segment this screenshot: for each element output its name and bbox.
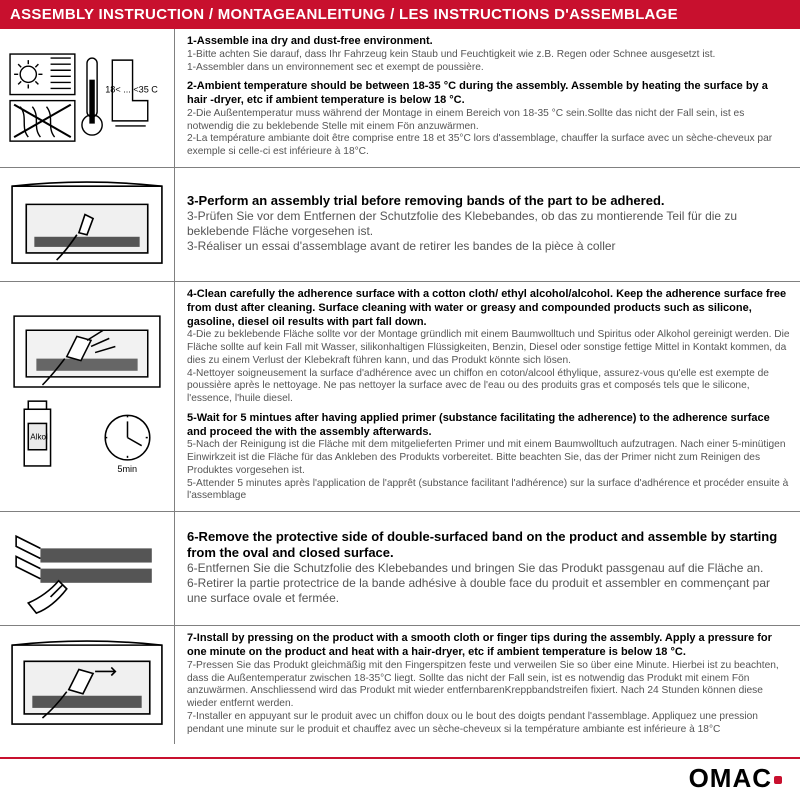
row-5-text: 7-Install by pressing on the product wit… xyxy=(175,626,800,744)
step4-fr: 4-Nettoyer soigneusement la surface d'ad… xyxy=(187,368,790,406)
footer: OMAC xyxy=(0,757,800,800)
illustration-environment: 18< ... <35 C xyxy=(0,29,175,167)
step5-fr: 5-Attender 5 minutes après l'application… xyxy=(187,478,790,504)
document-header: ASSEMBLY INSTRUCTION / MONTAGEANLEITUNG … xyxy=(0,0,800,29)
step2-fr: 2-La température ambiante doit être comp… xyxy=(187,133,790,159)
illustration-press-install xyxy=(0,626,175,744)
step7-de: 7-Pressen Sie das Produkt gleichmäßig mi… xyxy=(187,660,790,711)
illustration-remove-tape xyxy=(0,512,175,625)
row-2-text: 3-Perform an assembly trial before remov… xyxy=(175,168,800,281)
row-4-text: 6-Remove the protective side of double-s… xyxy=(175,512,800,625)
illustration-clean-primer: Alkol 5min xyxy=(0,282,175,511)
step3-de: 3-Prüfen Sie vor dem Entfernen der Schut… xyxy=(187,209,790,239)
step3-fr: 3-Réaliser un essai d'assemblage avant d… xyxy=(187,239,790,254)
row-4: 6-Remove the protective side of double-s… xyxy=(0,512,800,626)
row-1: 18< ... <35 C 1-Assemble ina dry and dus… xyxy=(0,29,800,168)
row-3-text: 4-Clean carefully the adherence surface … xyxy=(175,282,800,511)
brand-dot-icon xyxy=(774,776,782,784)
step2-bold: 2-Ambient temperature should be between … xyxy=(187,80,790,108)
step5-de: 5-Nach der Reinigung ist die Fläche mit … xyxy=(187,439,790,477)
instruction-rows: 18< ... <35 C 1-Assemble ina dry and dus… xyxy=(0,29,800,757)
step6-de: 6-Entfernen Sie die Schutzfolie des Kleb… xyxy=(187,561,790,576)
row-1-text: 1-Assemble ina dry and dust-free environ… xyxy=(175,29,800,167)
step7-bold: 7-Install by pressing on the product wit… xyxy=(187,632,790,660)
step4-bold: 4-Clean carefully the adherence surface … xyxy=(187,288,790,329)
illustration-trial-fit xyxy=(0,168,175,281)
row-3: Alkol 5min 4-Clean carefully the adheren… xyxy=(0,282,800,512)
brand-logo: OMAC xyxy=(689,763,782,794)
step6-bold: 6-Remove the protective side of double-s… xyxy=(187,529,790,562)
step3-bold: 3-Perform an assembly trial before remov… xyxy=(187,193,790,209)
step7-fr: 7-Installer en appuyant sur le produit a… xyxy=(187,711,790,737)
alkol-label: Alkol xyxy=(30,433,48,442)
step4-de: 4-Die zu beklebende Fläche sollte vor de… xyxy=(187,329,790,367)
temp-range-text: 18< ... <35 C xyxy=(105,84,158,94)
step1-bold: 1-Assemble ina dry and dust-free environ… xyxy=(187,35,790,49)
step2-de: 2-Die Außentemperatur muss während der M… xyxy=(187,108,790,134)
step6-fr: 6-Retirer la partie protectrice de la ba… xyxy=(187,576,790,606)
step1-fr: 1-Assembler dans un environnement sec et… xyxy=(187,62,790,75)
row-5: 7-Install by pressing on the product wit… xyxy=(0,626,800,744)
step1-de: 1-Bitte achten Sie darauf, dass Ihr Fahr… xyxy=(187,49,790,62)
step5-bold: 5-Wait for 5 mintues after having applie… xyxy=(187,412,790,440)
timer-label: 5min xyxy=(117,464,137,474)
row-2: 3-Perform an assembly trial before remov… xyxy=(0,168,800,282)
